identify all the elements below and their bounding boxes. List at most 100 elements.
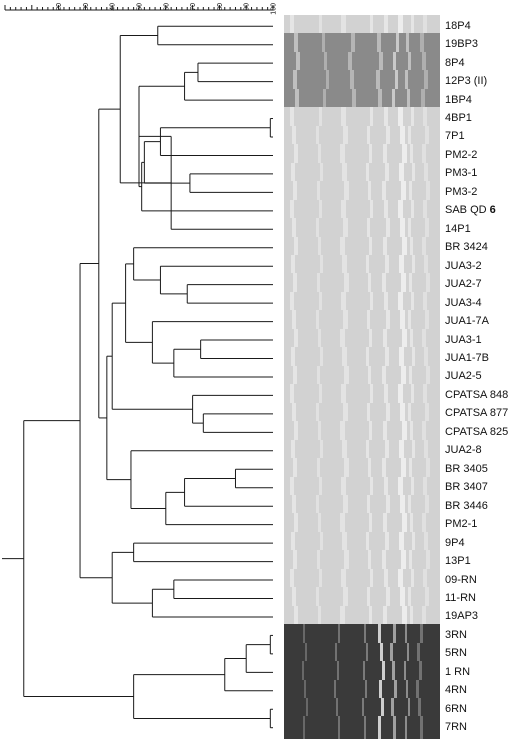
gel-band: [412, 347, 415, 371]
sample-label: JUA1-7B: [445, 347, 489, 370]
gel-band: [393, 624, 396, 648]
sample-label: PM3-1: [445, 162, 477, 185]
gel-band: [369, 513, 372, 537]
gel-band: [343, 218, 348, 242]
gel-band: [320, 347, 323, 371]
gel-band: [324, 51, 327, 75]
scale-tick-label: 70: [190, 3, 197, 11]
gel-band: [399, 439, 404, 463]
gel-band: [370, 107, 373, 131]
gel-band: [318, 144, 321, 168]
gel-band: [344, 181, 349, 205]
gel-lane: [284, 716, 440, 740]
gel-band: [409, 273, 412, 297]
sample-label-text: JUA1-7A: [445, 315, 490, 328]
gel-band: [294, 236, 298, 260]
sample-label-text: PM3-2: [445, 185, 478, 198]
gel-band: [319, 199, 322, 223]
gel-band: [421, 88, 425, 112]
gel-band: [340, 421, 345, 445]
gel-band: [341, 291, 346, 315]
gel-band: [323, 88, 326, 112]
gel-band: [366, 254, 369, 278]
gel-band: [409, 181, 412, 205]
gel-band: [363, 661, 365, 685]
gel-band: [381, 698, 384, 722]
sample-label-text: 19BP3: [445, 38, 479, 51]
gel-band: [422, 605, 426, 629]
gel-band: [292, 494, 296, 518]
gel-band: [419, 661, 422, 685]
gel-band: [385, 439, 389, 463]
gel-band: [304, 679, 306, 703]
sample-label-text: BR 3405: [445, 462, 488, 475]
gel-band: [341, 384, 346, 408]
gel-band: [338, 624, 340, 648]
gel-band: [386, 402, 390, 426]
gel-band: [294, 144, 298, 168]
sample-label: 4RN: [445, 679, 467, 702]
gel-band: [316, 587, 319, 611]
gel-band: [342, 162, 347, 186]
gel-band: [398, 107, 403, 131]
gel-band: [290, 15, 294, 38]
gel-band: [423, 15, 427, 38]
gel-band: [401, 181, 406, 205]
gel-band: [422, 513, 426, 537]
gel-band: [293, 273, 297, 297]
gel-band: [290, 568, 294, 592]
scale-tick-label: 60: [163, 3, 170, 11]
gel-band: [417, 642, 420, 666]
gel-band: [366, 439, 369, 463]
gel-band: [426, 273, 430, 297]
gel-band: [368, 550, 371, 574]
gel-band: [398, 199, 403, 223]
sample-label: PM3-2: [445, 181, 477, 204]
gel-band: [369, 328, 372, 352]
gel-band: [318, 421, 321, 445]
sample-label-text: JUA2-7: [445, 278, 482, 291]
gel-band: [405, 716, 407, 740]
gel-band: [410, 421, 413, 445]
gel-lane: [284, 218, 440, 242]
gel-lane: [284, 642, 440, 666]
gel-band: [293, 458, 297, 482]
sample-label-text: JUA3-2: [445, 259, 482, 272]
sample-label-text: 1BP4: [445, 93, 472, 106]
gel-lane: [284, 236, 440, 260]
gel-band: [344, 458, 349, 482]
sample-label-text: 5RN: [445, 647, 468, 660]
gel-band: [294, 513, 298, 537]
gel-band: [382, 273, 386, 297]
gel-lane: [284, 513, 440, 537]
gel-band: [370, 384, 373, 408]
gel-band: [341, 15, 346, 38]
sample-label: 13P1: [445, 550, 471, 573]
gel-band: [382, 365, 386, 389]
gel-band: [384, 199, 388, 223]
sample-label: 6RN: [445, 698, 467, 721]
gel-band: [292, 125, 296, 149]
gel-band: [425, 310, 429, 334]
sample-label-text: CPATSA 825: [445, 425, 509, 438]
gel-lane: [284, 199, 440, 223]
gel-lane: [284, 310, 440, 334]
gel-band: [398, 568, 403, 592]
gel-band: [295, 88, 299, 112]
gel-lane: [284, 661, 440, 685]
gel-band: [364, 716, 366, 740]
gel-band: [408, 698, 410, 722]
gel-band: [410, 513, 413, 537]
gel-lane: [284, 107, 440, 131]
gel-band: [320, 531, 323, 555]
sample-label-text: JUA2-5: [445, 370, 482, 383]
gel-band: [377, 33, 381, 57]
gel-band: [418, 698, 421, 722]
gel-band: [341, 199, 346, 223]
sample-label-text: 4BP1: [445, 112, 472, 125]
gel-band: [319, 107, 322, 131]
gel-band: [351, 33, 355, 57]
gel-band: [384, 476, 388, 500]
gel-lane: [284, 181, 440, 205]
